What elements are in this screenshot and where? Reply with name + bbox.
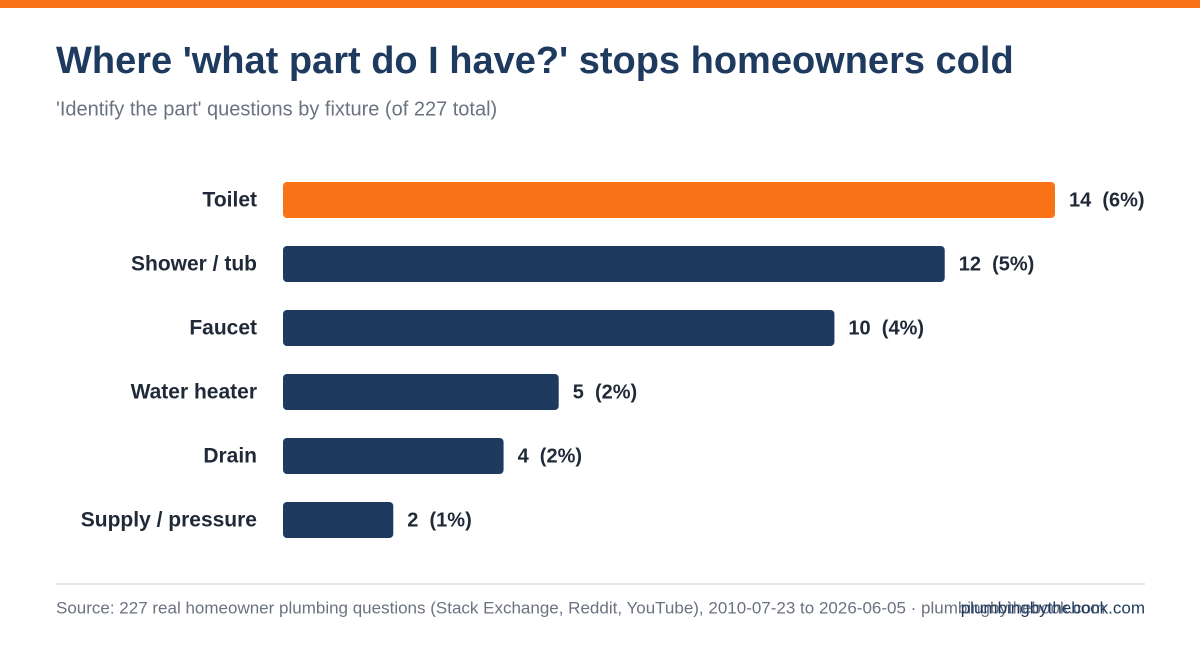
category-label: Shower / tub xyxy=(131,253,257,276)
bar xyxy=(283,502,394,538)
value-label: 12 (5%) xyxy=(959,253,1035,275)
bar xyxy=(283,310,835,346)
bar xyxy=(283,246,945,282)
bar xyxy=(283,374,559,410)
value-label: 14 (6%) xyxy=(1069,189,1145,211)
top-accent xyxy=(0,0,1200,8)
category-label: Water heater xyxy=(131,381,257,404)
value-label: 4 (2%) xyxy=(518,445,582,467)
category-label: Supply / pressure xyxy=(81,509,257,532)
credit: plumbingbythebook.com xyxy=(961,598,1145,617)
source-note: Source: 227 real homeowner plumbing ques… xyxy=(56,598,1105,617)
category-label: Faucet xyxy=(189,317,257,340)
category-label: Toilet xyxy=(203,189,257,212)
bar xyxy=(283,438,504,474)
category-label: Drain xyxy=(203,445,257,468)
chart-subtitle: 'Identify the part' questions by fixture… xyxy=(56,98,497,120)
value-label: 5 (2%) xyxy=(573,381,637,403)
bar xyxy=(283,182,1055,218)
chart-title: Where 'what part do I have?' stops homeo… xyxy=(56,40,1014,82)
value-label: 2 (1%) xyxy=(407,509,471,531)
value-label: 10 (4%) xyxy=(848,317,924,339)
